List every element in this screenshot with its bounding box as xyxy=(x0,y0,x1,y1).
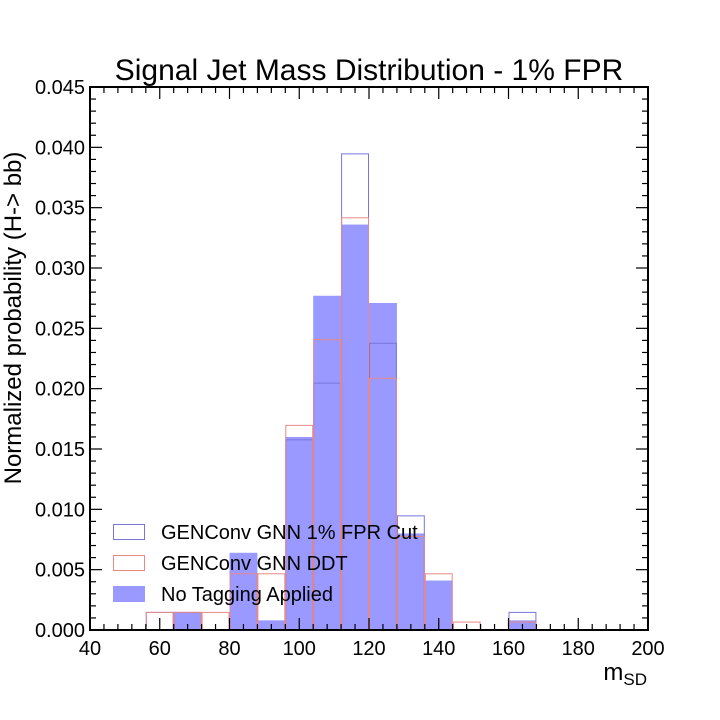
histogram-series-layer xyxy=(145,153,537,631)
x-tick-label: 60 xyxy=(149,638,171,660)
y-axis-label: Normalized probability (H-> bb) xyxy=(0,152,27,485)
legend-label: GENConv GNN 1% FPR Cut xyxy=(161,522,418,544)
x-tick-label: 40 xyxy=(79,638,101,660)
bar xyxy=(396,533,425,630)
legend-swatch xyxy=(113,555,145,571)
y-tick-label: 0.020 xyxy=(35,379,85,401)
y-tick-label: 0.030 xyxy=(35,258,85,280)
legend-label: GENConv GNN DDT xyxy=(161,553,348,575)
y-tick-label: 0.015 xyxy=(35,439,85,461)
x-tick-label: 120 xyxy=(352,638,385,660)
y-tick-label: 0.040 xyxy=(35,137,85,159)
bar xyxy=(341,224,369,630)
y-tick-label: 0.010 xyxy=(35,499,85,521)
y-tick-label: 0.000 xyxy=(35,620,85,642)
x-tick-label: 140 xyxy=(422,638,455,660)
y-tick-label: 0.045 xyxy=(35,77,85,99)
legend-item: No Tagging Applied xyxy=(113,584,333,606)
axis-ticks-layer: 40 60 80 100 120 140 160 180 200 0.000 0.005 0.010 0… xyxy=(35,77,665,660)
x-axis-label-main: m xyxy=(603,659,623,686)
bar xyxy=(313,295,342,630)
x-tick-label: 100 xyxy=(283,638,316,660)
bar xyxy=(369,302,397,630)
legend-item: GENConv GNN 1% FPR Cut xyxy=(113,522,418,544)
legend-swatch xyxy=(113,524,145,540)
bar xyxy=(285,436,314,630)
x-axis-label-subscript: SD xyxy=(623,670,647,689)
y-tick-label: 0.025 xyxy=(35,318,85,340)
legend-swatch xyxy=(113,586,145,602)
bar xyxy=(229,552,258,630)
x-tick-label: 180 xyxy=(562,638,595,660)
x-tick-label: 200 xyxy=(631,638,664,660)
chart-title: Signal Jet Mass Distribution - 1% FPR xyxy=(115,54,624,87)
legend-item: GENConv GNN DDT xyxy=(113,553,348,575)
legend-label: No Tagging Applied xyxy=(161,584,333,606)
bar xyxy=(173,611,202,630)
x-axis-label: mSD xyxy=(603,659,647,689)
y-tick-label: 0.005 xyxy=(35,560,85,582)
x-tick-label: 80 xyxy=(218,638,240,660)
legend: GENConv GNN 1% FPR Cut GENConv GNN DDT No … xyxy=(113,522,418,606)
y-tick-label: 0.035 xyxy=(35,198,85,220)
series-2 xyxy=(173,224,537,630)
x-tick-label: 160 xyxy=(492,638,525,660)
